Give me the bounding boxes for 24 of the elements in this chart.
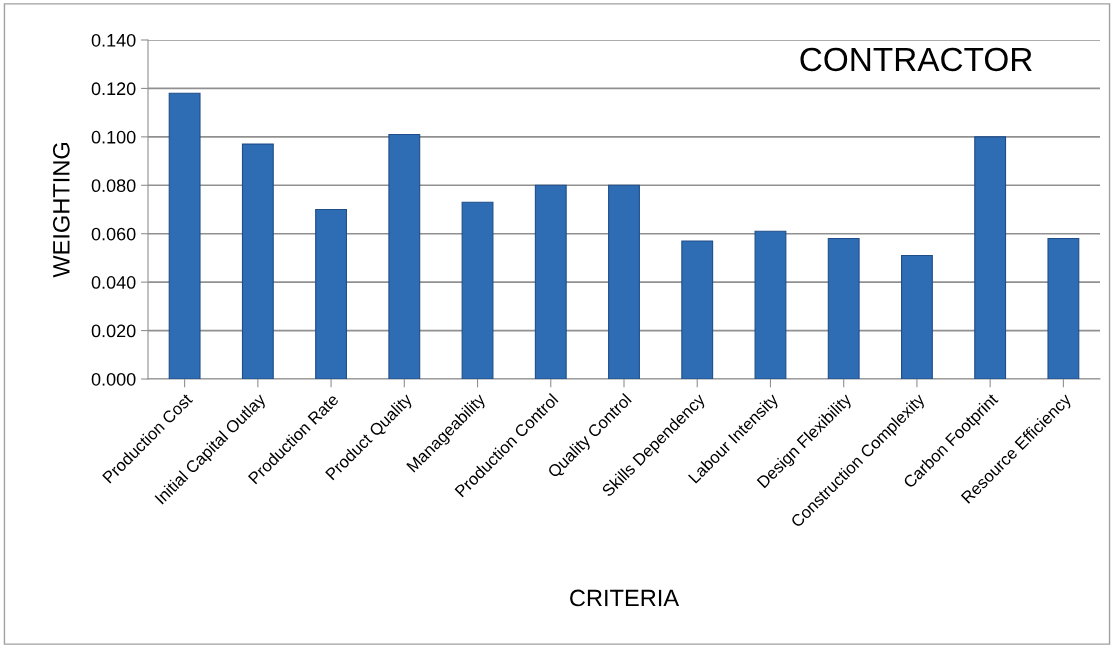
y-tick-label: 0.100 [91, 130, 136, 144]
bar [827, 238, 860, 379]
bar [388, 133, 421, 379]
y-axis-title: WEIGHTING [52, 143, 70, 278]
bar [168, 92, 201, 379]
y-tick-label: 0.000 [91, 372, 136, 386]
bar [1047, 238, 1080, 379]
bar [461, 201, 494, 379]
bar [900, 254, 933, 379]
y-tick-label: 0.120 [91, 82, 136, 96]
bar [241, 143, 274, 379]
y-tick-label: 0.140 [91, 33, 136, 47]
bar [608, 184, 640, 379]
y-tick-label: 0.020 [91, 324, 136, 338]
bar [681, 240, 714, 379]
bar [754, 230, 787, 379]
bar [315, 208, 348, 379]
bar [974, 136, 1007, 379]
y-tick-label: 0.040 [91, 276, 136, 289]
x-axis-title: CRITERIA [570, 589, 680, 607]
y-tick-label: 0.060 [91, 227, 136, 241]
y-tick-label: 0.080 [91, 179, 136, 193]
bar [534, 184, 567, 379]
chart-title: CONTRACTOR [800, 47, 1032, 72]
